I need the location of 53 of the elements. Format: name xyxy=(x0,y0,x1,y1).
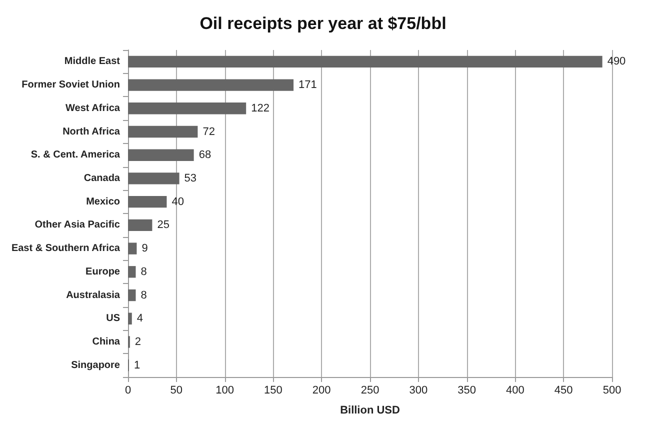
data-label: 68 xyxy=(198,149,212,162)
data-label: 72 xyxy=(202,126,215,138)
data-label: 25 xyxy=(157,219,170,232)
data-label: 9 xyxy=(142,242,148,255)
x-tick-label: 250 xyxy=(360,384,380,396)
data-label: 171 xyxy=(298,79,317,92)
data-label: 8 xyxy=(140,266,147,278)
bar xyxy=(128,289,136,302)
data-label: 2 xyxy=(134,336,142,348)
bar xyxy=(128,56,602,68)
y-tick-label: Europe xyxy=(86,266,120,278)
y-tick-label: Other Asia Pacific xyxy=(34,220,120,231)
bar xyxy=(128,102,246,114)
x-tick-label: 50 xyxy=(170,384,183,396)
y-tick-label: US xyxy=(106,313,120,324)
bar xyxy=(128,266,136,278)
data-label: 490 xyxy=(607,56,626,68)
y-tick-label: Singapore xyxy=(71,360,120,371)
y-tick-label: North Africa xyxy=(62,126,120,138)
bar xyxy=(128,126,198,138)
x-axis-title: Billion USD xyxy=(340,404,400,416)
bar xyxy=(128,79,294,91)
bar xyxy=(128,149,194,161)
x-tick-label: 350 xyxy=(458,384,476,396)
bar xyxy=(128,312,132,324)
data-label: 40 xyxy=(172,196,184,208)
bar xyxy=(128,219,152,232)
y-tick-label: S. & Cent. America xyxy=(30,150,120,161)
y-tick-label: Former Soviet Union xyxy=(22,80,120,91)
x-tick-label: 300 xyxy=(409,384,428,396)
y-tick-label: West Africa xyxy=(66,102,120,114)
y-tick-label: Canada xyxy=(84,172,120,184)
x-tick-label: 0 xyxy=(124,384,132,396)
bar xyxy=(128,172,180,184)
x-tick-label: 500 xyxy=(602,384,622,396)
x-tick-label: 150 xyxy=(264,384,282,396)
x-tick-label: 400 xyxy=(506,384,524,396)
data-label: 1 xyxy=(134,359,140,372)
y-tick-label: East & Southern Africa xyxy=(11,243,120,254)
x-tick-label: 100 xyxy=(216,384,234,396)
data-label: 8 xyxy=(140,289,147,302)
x-tick-label: 450 xyxy=(554,384,573,396)
data-label: 122 xyxy=(251,102,270,114)
data-label: 4 xyxy=(136,312,143,325)
x-tick-label: 200 xyxy=(312,384,331,396)
bar xyxy=(128,196,167,208)
y-tick-label: Mexico xyxy=(86,196,120,208)
bar xyxy=(128,242,137,254)
y-tick-label: China xyxy=(92,336,120,348)
y-tick-label: Australasia xyxy=(66,290,120,301)
data-label: 53 xyxy=(184,172,197,184)
chart-title: Oil receipts per year at $75/bbl xyxy=(200,14,446,33)
y-tick-label: Middle East xyxy=(64,56,121,68)
